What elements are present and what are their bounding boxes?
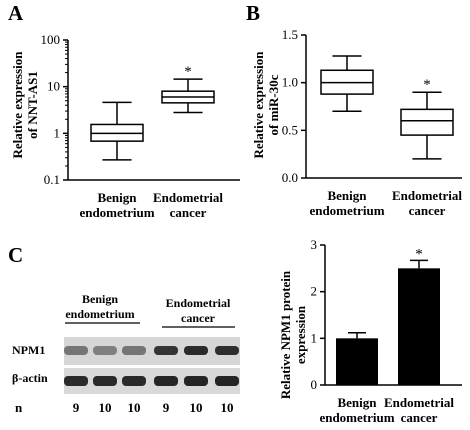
y-tick-label: 0.0 [282,170,298,185]
x-category-label-line2: endometrium [319,410,394,425]
x-category-label-line2: endometrium [79,205,154,220]
box-iqr [400,108,454,136]
western-blot: Benign endometrium Endometrial cancer NP… [12,292,240,415]
x-category-label-line1: Benign [337,395,377,410]
blot-group-benign-line2: endometrium [65,307,134,321]
n-value: 10 [128,400,141,415]
y-tick-label: 10 [47,79,60,94]
y-tick-label: 3 [311,237,318,252]
y-tick-label: 0.1 [44,172,60,187]
y-tick-label: 1 [311,330,318,345]
x-category-label-line2: cancer [401,410,438,425]
blot-group-benign-line1: Benign [82,292,118,306]
npm1-band [93,346,117,355]
blot-row-label-npm1: NPM1 [12,343,45,357]
panel-letter-b: B [246,1,260,25]
blot-group-cancer-line1: Endometrial [166,296,231,310]
n-value: 9 [163,400,170,415]
actin-band [64,376,88,386]
panel-letter-c: C [8,243,23,267]
blot-bands [64,346,239,386]
npm1-band [154,346,178,355]
n-values: 9 10 10 9 10 10 [73,400,234,415]
y-axis-label-c-line2: expression [293,305,308,364]
axes-a: 0.1 1 10 100 [41,32,240,187]
y-tick-label: 2 [311,284,318,299]
y-axis-label-a-line1: Relative expression [10,51,25,159]
n-value: 10 [99,400,112,415]
n-value: 10 [190,400,203,415]
x-category-label-line2: cancer [170,205,207,220]
blot-strip-npm1 [64,337,240,365]
actin-band [122,376,146,386]
panel-letter-a: A [8,1,24,25]
actin-band [184,376,208,386]
x-category-label-line1: Endometrial [153,190,223,205]
npm1-band [215,346,239,355]
blot-strip-actin [64,368,240,394]
axes-b: 0.0 0.5 1.0 1.5 [282,27,462,185]
x-category-label-line2: cancer [409,203,446,218]
x-category-label-line1: Endometrial [392,188,462,203]
y-axis-label-c-line1: Relative NPM1 protein [278,270,293,399]
y-axis-label-b-line1: Relative expression [251,51,266,159]
y-tick-label: 0.5 [282,122,298,137]
significance-star: * [415,246,423,262]
x-category-label-line1: Benign [327,188,367,203]
y-axis-label-b-line2: of miR-30c [266,74,281,135]
significance-star: * [423,77,431,93]
bar [336,338,378,385]
x-category-label-line1: Benign [97,190,137,205]
actin-band [93,376,117,386]
x-category-label-line2: endometrium [309,203,384,218]
bar-chart-npm1: Relative NPM1 protein expression 0 1 2 3 Be… [278,237,462,425]
blot-group-cancer-line2: cancer [181,311,216,325]
npm1-band [184,346,208,355]
n-label: n [15,400,23,415]
bar [398,268,440,385]
y-tick-label: 1.5 [282,27,298,42]
actin-band [154,376,178,386]
blot-row-label-actin: β-actin [12,371,48,385]
npm1-band [64,346,88,355]
significance-star: * [184,64,192,80]
npm1-band [122,346,146,355]
actin-band [215,376,239,386]
y-axis-label-a-line2: of NNT-AS1 [25,71,40,139]
y-tick-label: 100 [41,32,61,47]
x-category-label-line1: Endometrial [384,395,454,410]
n-value: 10 [221,400,234,415]
box-plot-mir-30c: Relative expression of miR-30c 0.0 0.5 1.0… [251,27,462,218]
y-tick-label: 1 [54,125,61,140]
box-plot-nnt-as1: Relative expression of NNT-AS1 0.1 1 10 100… [10,32,240,220]
y-tick-label: 0 [311,377,318,392]
y-tick-label: 1.0 [282,75,298,90]
n-value: 9 [73,400,80,415]
